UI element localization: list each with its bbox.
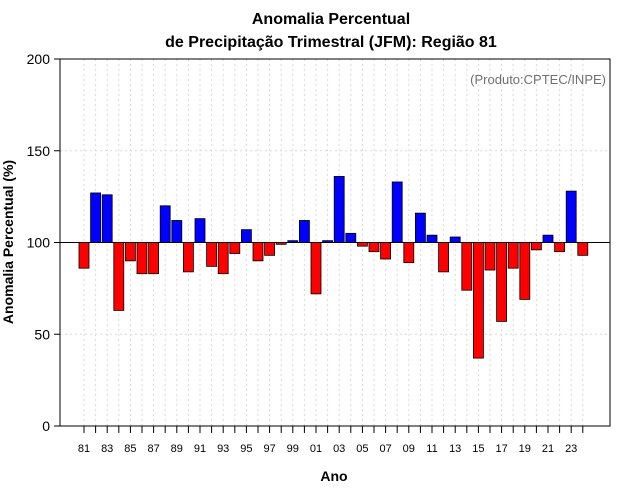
x-tick-label: 01 xyxy=(310,443,322,455)
chart-title-line2: de Precipitação Trimestral (JFM): Região… xyxy=(165,34,497,51)
bar-1983 xyxy=(101,194,113,243)
y-tick-label: 50 xyxy=(34,326,50,342)
x-tick-label: 07 xyxy=(379,443,391,455)
chart-title-line1: Anomalia Percentual xyxy=(252,11,410,28)
x-tick-label: 19 xyxy=(519,443,531,455)
bar-2005 xyxy=(356,242,368,247)
bar-2015 xyxy=(472,242,484,359)
y-axis-title: Anomalia Percentual (%) xyxy=(0,160,16,324)
bar-2022 xyxy=(554,242,565,253)
x-tick-label: 11 xyxy=(426,443,437,455)
bar-2012 xyxy=(438,242,450,273)
x-tick-label: 97 xyxy=(263,443,275,455)
x-tick-label: 17 xyxy=(495,443,507,455)
bar-2011 xyxy=(426,234,438,243)
bar-series xyxy=(78,176,589,359)
x-tick-label: 23 xyxy=(565,443,577,455)
x-tick-label: 85 xyxy=(124,443,136,455)
x-tick-label: 89 xyxy=(171,443,183,455)
bar-2001 xyxy=(310,242,322,295)
bar-1982 xyxy=(90,192,101,243)
x-tick-label: 21 xyxy=(542,443,554,455)
y-tick-label: 0 xyxy=(42,418,50,434)
bar-2017 xyxy=(496,242,508,322)
x-tick-label: 15 xyxy=(472,443,484,455)
bar-1986 xyxy=(136,242,148,275)
bar-2007 xyxy=(380,242,392,260)
bar-1996 xyxy=(252,242,264,262)
bar-1987 xyxy=(148,242,160,275)
bar-2014 xyxy=(461,242,473,291)
x-tick-label: 95 xyxy=(240,443,252,455)
credit-label: (Produto:CPTEC/INPE) xyxy=(470,72,606,87)
x-axis: 81 83 85 87 89 91 93 95 97 99 01 03 05 07 09 11 13 15 17 19… xyxy=(78,426,584,455)
y-tick-label: 150 xyxy=(27,143,51,159)
x-axis-title: Ano xyxy=(320,468,347,484)
x-tick-label: 05 xyxy=(356,443,368,455)
bar-2010 xyxy=(414,212,426,243)
x-tick-label: 09 xyxy=(403,443,415,455)
x-tick-label: 99 xyxy=(287,443,299,455)
x-tick-label: 83 xyxy=(101,443,113,455)
bar-2006 xyxy=(368,242,380,253)
bar-1989 xyxy=(171,220,183,243)
y-axis: 0 50 100 150 200 xyxy=(27,51,60,434)
bar-2023 xyxy=(565,190,577,243)
bar-1985 xyxy=(125,242,136,262)
x-tick-label: 13 xyxy=(449,443,461,455)
bar-2019 xyxy=(519,242,531,300)
bar-1988 xyxy=(159,205,171,243)
bar-1995 xyxy=(240,229,252,243)
bar-1994 xyxy=(229,242,241,254)
x-tick-label: 93 xyxy=(217,443,229,455)
bar-2013 xyxy=(449,236,461,243)
bar-2016 xyxy=(484,242,496,271)
x-tick-label: 03 xyxy=(333,443,345,455)
x-tick-label: 81 xyxy=(78,443,90,455)
bar-2024 xyxy=(577,242,589,256)
bar-1984 xyxy=(113,242,125,311)
bar-1993 xyxy=(217,242,229,275)
bar-2000 xyxy=(298,220,310,243)
bar-1990 xyxy=(182,242,194,273)
bar-2008 xyxy=(391,181,403,243)
bar-2009 xyxy=(403,242,415,264)
bar-2020 xyxy=(531,242,542,251)
x-tick-label: 91 xyxy=(194,443,206,455)
grid-lines xyxy=(60,59,610,426)
bar-2018 xyxy=(507,242,519,269)
bar-1991 xyxy=(194,218,206,243)
bar-1997 xyxy=(264,242,276,256)
x-tick-label: 87 xyxy=(147,443,159,455)
bar-2021 xyxy=(542,234,554,243)
bar-2004 xyxy=(345,232,357,243)
bar-1981 xyxy=(78,242,90,269)
y-tick-label: 100 xyxy=(27,235,51,251)
y-tick-label: 200 xyxy=(27,51,51,67)
bar-1992 xyxy=(206,242,218,267)
bar-2003 xyxy=(333,176,345,243)
